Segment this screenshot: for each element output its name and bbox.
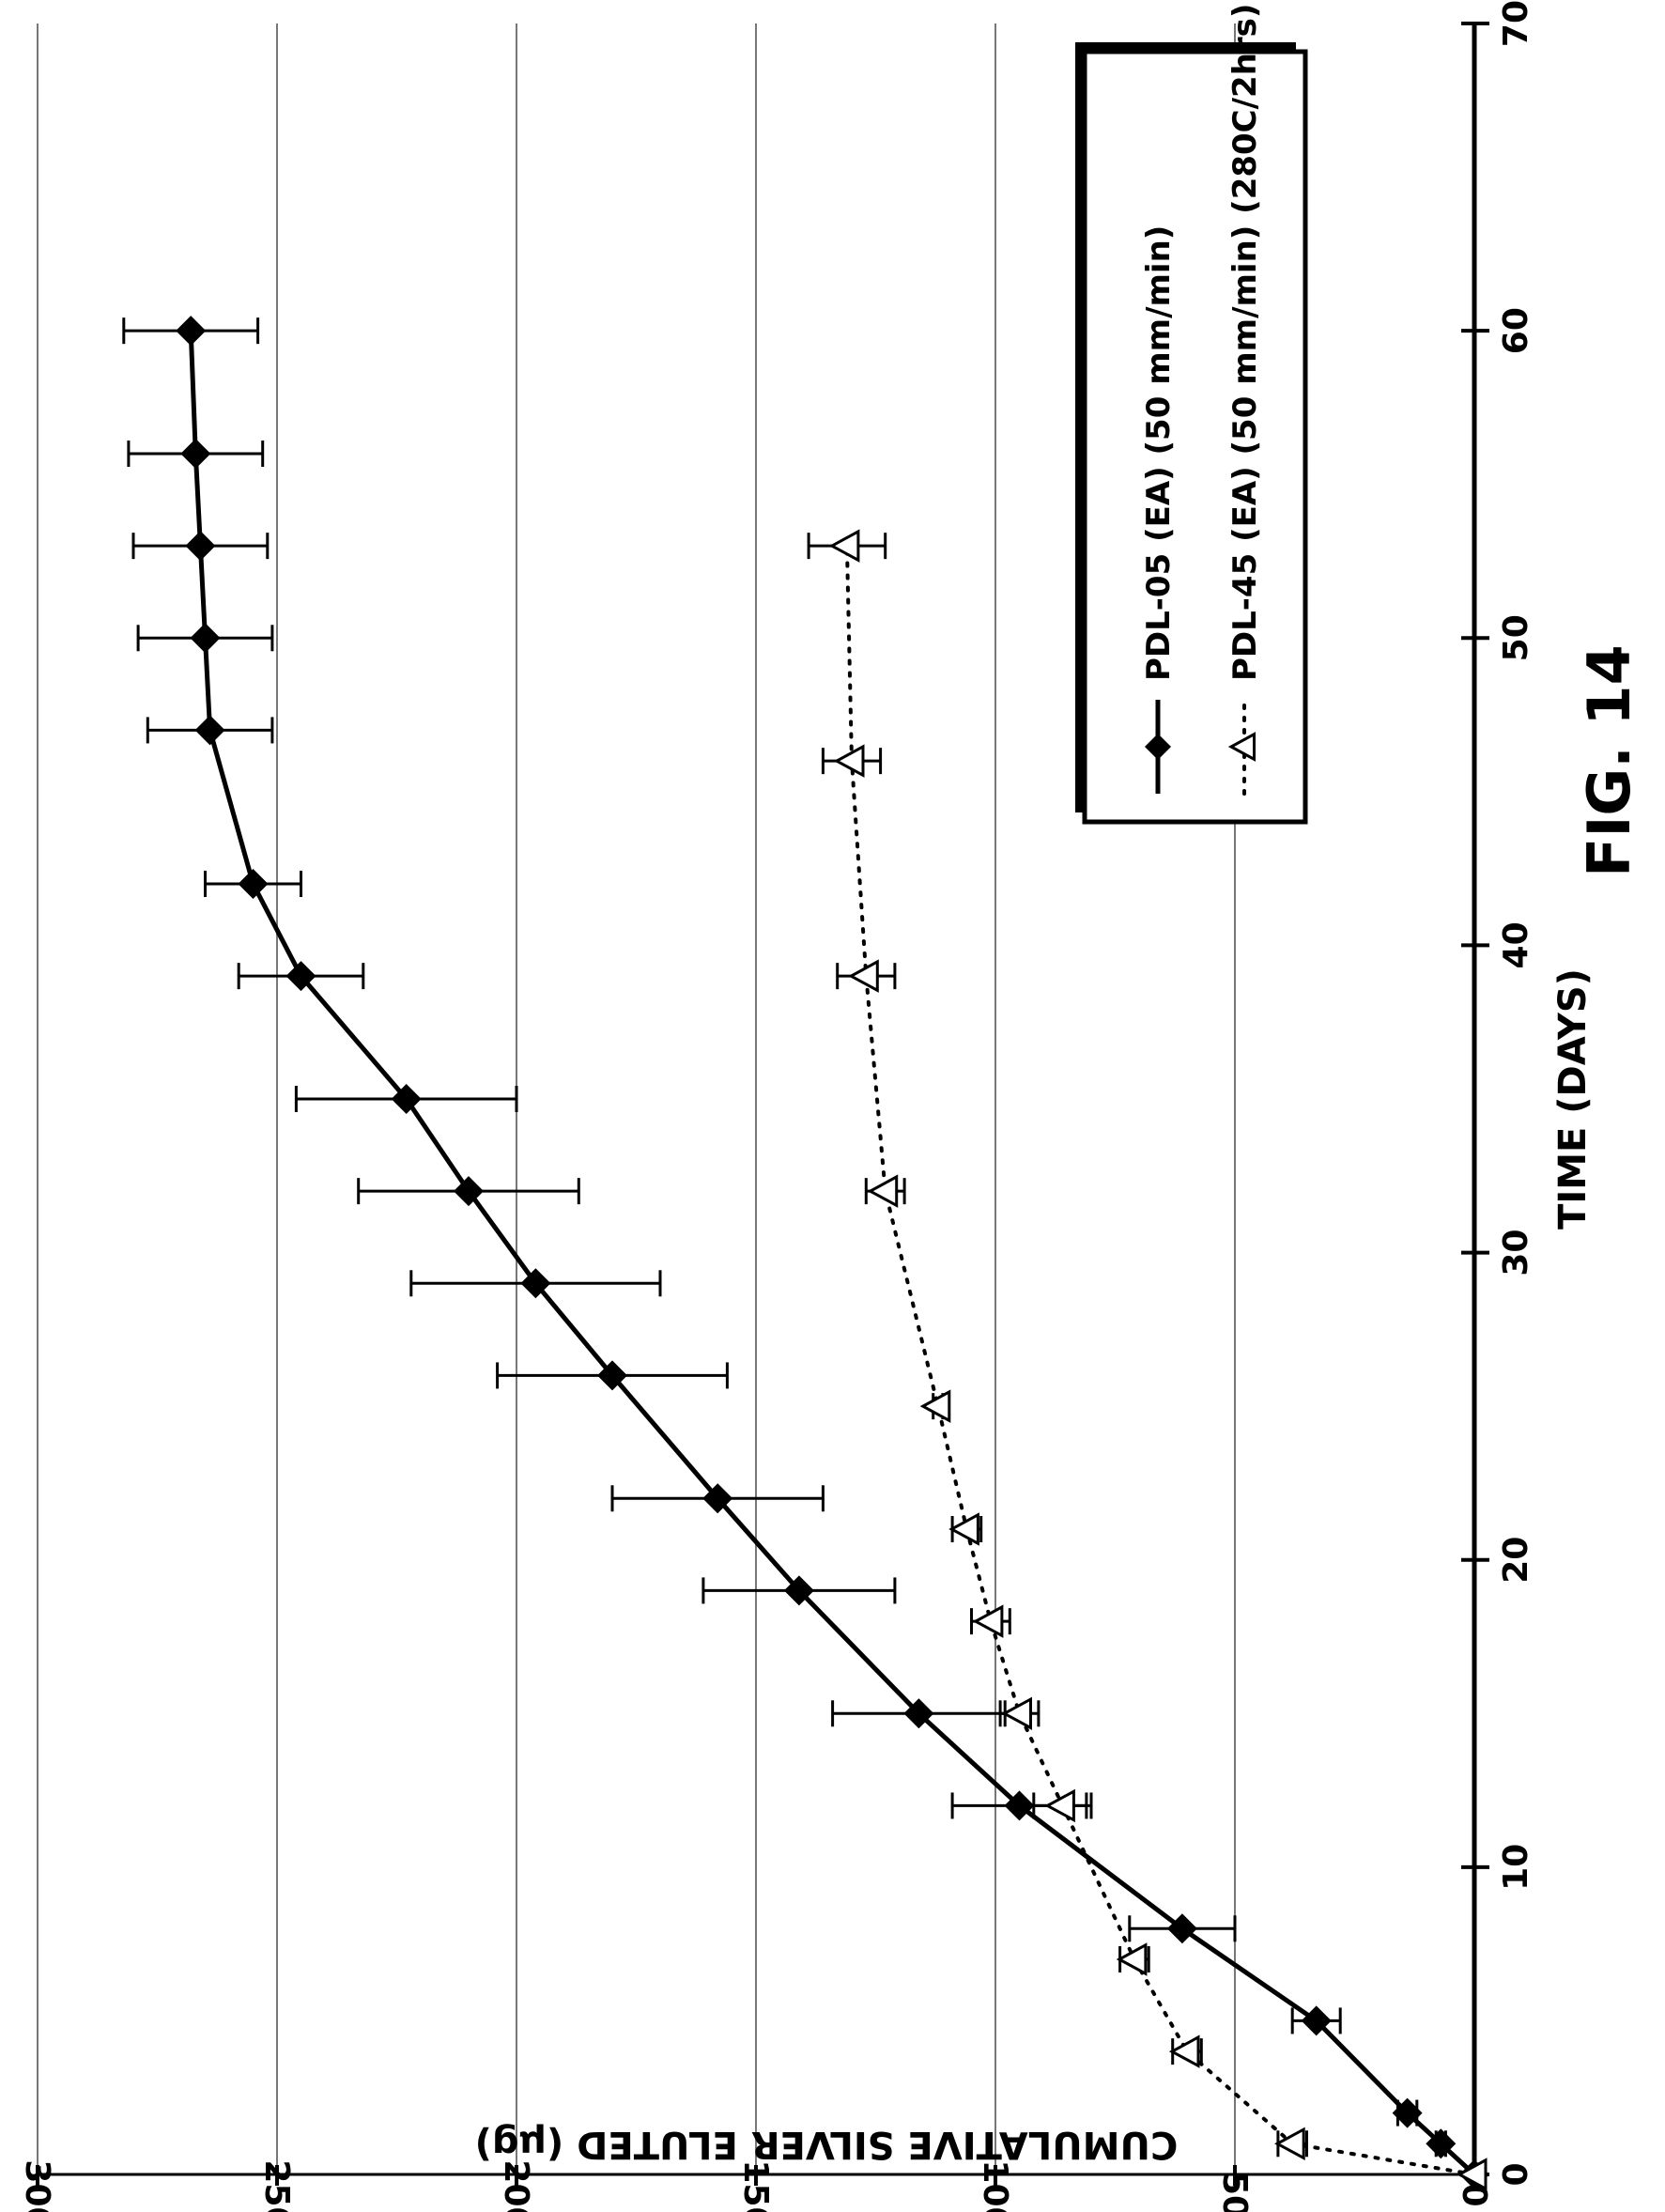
data-point bbox=[391, 1084, 422, 1114]
data-point bbox=[238, 869, 269, 899]
legend: PDL-05 (EA) (50 mm/min) PDL-45 (EA) (50 m… bbox=[1075, 4, 1308, 825]
gridlines bbox=[37, 23, 1236, 2174]
legend-item-1: PDL-05 (EA) (50 mm/min) bbox=[1140, 225, 1178, 794]
data-point bbox=[972, 1604, 1004, 1638]
data-point bbox=[1001, 1696, 1032, 1731]
x-tick-label: 40 bbox=[1497, 921, 1535, 968]
legend-label: PDL-45 (EA) (50 mm/min) (280C/2hrs) bbox=[1226, 4, 1264, 681]
data-point bbox=[190, 623, 221, 654]
legend-swatch-marker bbox=[1145, 734, 1171, 760]
figure-label: FIG. 14 bbox=[1575, 644, 1643, 877]
y-tick-label: 200 bbox=[497, 2159, 535, 2212]
legend-item-2: PDL-45 (EA) (50 mm/min) (280C/2hrs) bbox=[1226, 4, 1264, 796]
x-tick-label: 50 bbox=[1497, 614, 1535, 661]
data-point bbox=[828, 529, 860, 563]
x-tick-label: 20 bbox=[1497, 1537, 1535, 1584]
data-point bbox=[919, 1389, 951, 1423]
y-tick-label: 250 bbox=[257, 2159, 296, 2212]
legend-label: PDL-05 (EA) (50 mm/min) bbox=[1140, 225, 1178, 681]
x-tick-label: 70 bbox=[1497, 0, 1535, 47]
legend-box bbox=[1082, 49, 1308, 825]
y-axis-label: CUMULATIVE SILVER ELUTED (µg) bbox=[475, 2123, 1179, 2166]
data-point bbox=[1168, 2034, 1200, 2068]
data-point bbox=[180, 439, 211, 469]
y-tick-label: 50 bbox=[1215, 2172, 1254, 2212]
x-tick-label: 60 bbox=[1497, 307, 1535, 354]
data-point bbox=[185, 531, 216, 562]
series-2 bbox=[807, 529, 1488, 2191]
data-point bbox=[194, 715, 225, 746]
legend-swatch-marker bbox=[1227, 732, 1256, 762]
data-point bbox=[597, 1360, 627, 1391]
data-point bbox=[867, 1174, 899, 1208]
data-point bbox=[1274, 2127, 1305, 2161]
x-tick-label: 10 bbox=[1497, 1844, 1535, 1891]
data-point bbox=[1044, 1788, 1075, 1823]
data-point bbox=[783, 1575, 814, 1606]
data-point bbox=[848, 959, 879, 993]
data-point bbox=[948, 1512, 979, 1546]
data-point bbox=[454, 1176, 484, 1207]
series-line bbox=[188, 331, 1476, 2176]
x-tick-label: 0 bbox=[1497, 2162, 1535, 2186]
x-tick-label: 30 bbox=[1497, 1230, 1535, 1276]
y-tick-label: 300 bbox=[18, 2159, 56, 2212]
data-point bbox=[1116, 1942, 1148, 1976]
x-axis-label: TIME (DAYS) bbox=[1551, 968, 1595, 1230]
axes bbox=[36, 22, 1489, 2186]
data-point bbox=[833, 744, 865, 778]
y-tick-label: 100 bbox=[976, 2159, 1014, 2212]
data-point bbox=[285, 961, 316, 992]
y-tick-label: 150 bbox=[736, 2159, 775, 2212]
data-point bbox=[1456, 2158, 1488, 2191]
data-point bbox=[176, 316, 207, 347]
x-tick-labels: 0 10 20 30 40 50 60 70 bbox=[1497, 0, 1535, 2187]
